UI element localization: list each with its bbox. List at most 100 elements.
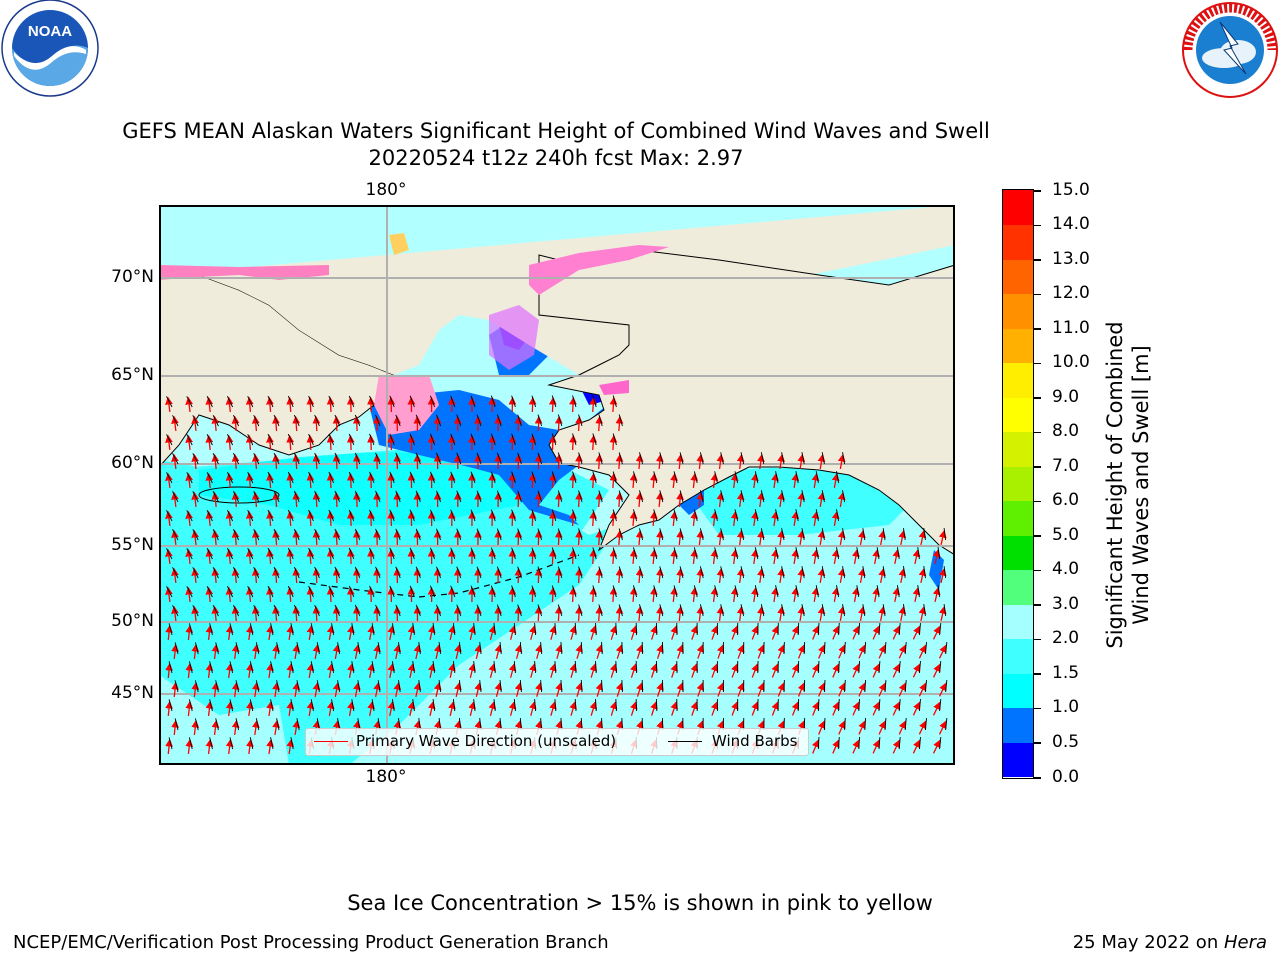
wind-barb xyxy=(490,471,496,484)
lat-label-45: 45°N xyxy=(111,683,154,703)
wave-direction-arrow xyxy=(757,491,765,508)
graticule xyxy=(160,206,954,764)
wave-direction-arrow xyxy=(649,548,658,565)
colorbar-segment xyxy=(1003,328,1033,364)
wind-barb xyxy=(618,528,623,541)
wind-barb xyxy=(836,547,840,560)
wind-barb xyxy=(192,529,199,541)
wave-direction-arrow xyxy=(555,644,563,659)
wind-barb xyxy=(168,699,173,712)
wave-direction-arrow xyxy=(791,701,799,716)
wind-barb xyxy=(918,737,921,750)
colorbar xyxy=(1002,189,1034,779)
wave-direction-arrow xyxy=(373,643,381,659)
wind-barb xyxy=(296,680,300,693)
wind-barb xyxy=(496,452,502,465)
wind-barb xyxy=(389,395,395,408)
wind-barb xyxy=(247,509,254,522)
wind-barb xyxy=(412,623,415,636)
wind-barb xyxy=(334,528,341,541)
wind-barb xyxy=(418,642,421,655)
wind-barb xyxy=(876,585,880,598)
wave-direction-arrow xyxy=(373,681,381,697)
wave-direction-arrow xyxy=(569,434,577,451)
wave-direction-arrow xyxy=(818,682,826,697)
wave-direction-arrow xyxy=(615,415,624,432)
wave-direction-arrow xyxy=(225,738,234,755)
wave-direction-arrow xyxy=(589,548,598,565)
wind-barb xyxy=(267,433,274,446)
wave-direction-arrow xyxy=(554,491,563,508)
colorbar-tick-label: 9.0 xyxy=(1052,386,1080,407)
wave-direction-arrow xyxy=(630,625,638,640)
wind-barb xyxy=(673,471,678,484)
wave-direction-arrow xyxy=(427,700,436,716)
wave-direction-arrow xyxy=(655,491,664,508)
wind-barb xyxy=(215,718,219,731)
wind-barb xyxy=(918,699,921,712)
wind-barb xyxy=(511,471,516,484)
wind-barb xyxy=(517,528,522,541)
wind-barb xyxy=(247,433,254,446)
wave-direction-arrow xyxy=(272,681,280,698)
wave-direction-arrow xyxy=(286,662,295,679)
wind-barb xyxy=(531,433,537,446)
wind-barb xyxy=(903,528,906,541)
wind-barb xyxy=(247,471,254,484)
wind-barb xyxy=(226,471,234,484)
wave-direction-arrow xyxy=(650,663,658,678)
wave-direction-arrow xyxy=(575,491,583,508)
wave-direction-arrow xyxy=(575,453,583,470)
wind-barb xyxy=(253,566,260,579)
wave-direction-arrow xyxy=(892,586,901,602)
wave-direction-arrow xyxy=(615,682,624,697)
wave-direction-arrow xyxy=(710,701,719,716)
wind-barb xyxy=(714,547,718,560)
wind-barb xyxy=(876,547,880,560)
wave-direction-arrow xyxy=(474,681,482,697)
wind-barb xyxy=(229,661,234,674)
wave-direction-arrow xyxy=(797,529,806,546)
wave-direction-arrow xyxy=(938,567,947,583)
wave-direction-arrow xyxy=(286,624,295,641)
wind-barb xyxy=(273,604,280,617)
wind-barb xyxy=(714,585,718,598)
wave-direction-arrow xyxy=(387,624,396,640)
wave-direction-arrow xyxy=(912,548,921,564)
wave-direction-arrow xyxy=(347,700,355,716)
wind-barb xyxy=(699,604,704,617)
wind-barb xyxy=(470,395,476,408)
wind-barb xyxy=(369,395,375,408)
colorbar-tick-label: 3.0 xyxy=(1052,593,1080,614)
wind-barb xyxy=(693,509,698,522)
wave-direction-arrow xyxy=(306,700,315,717)
wind-barb xyxy=(212,605,219,617)
wave-direction-arrow xyxy=(554,453,563,470)
wave-direction-arrow xyxy=(185,738,194,755)
wave-direction-arrow xyxy=(266,738,274,755)
colorbar-segment xyxy=(1003,638,1033,674)
wind-barb xyxy=(639,604,644,617)
colorbar-tick-mark xyxy=(1034,431,1041,434)
wind-barb xyxy=(598,604,603,617)
wind-barb xyxy=(215,680,219,693)
wind-barb xyxy=(206,586,213,598)
wind-barb xyxy=(253,452,260,465)
wind-barb xyxy=(945,718,948,731)
wave-direction-arrow xyxy=(494,643,503,659)
wave-direction-arrow xyxy=(185,624,194,641)
wind-barb xyxy=(734,547,739,560)
wave-direction-arrow xyxy=(736,605,745,622)
wind-barb xyxy=(621,641,623,655)
wind-barb xyxy=(212,453,219,465)
wind-barb xyxy=(310,699,314,712)
wave-direction-arrow xyxy=(670,472,678,489)
wave-direction-arrow xyxy=(589,586,598,603)
wind-barb xyxy=(795,585,799,598)
wind-barb xyxy=(273,414,280,427)
wind-barb xyxy=(172,605,179,617)
wind-barb xyxy=(574,660,577,674)
wave-direction-arrow xyxy=(932,548,941,564)
wind-barb xyxy=(945,642,948,655)
wave-direction-arrow xyxy=(831,510,840,527)
